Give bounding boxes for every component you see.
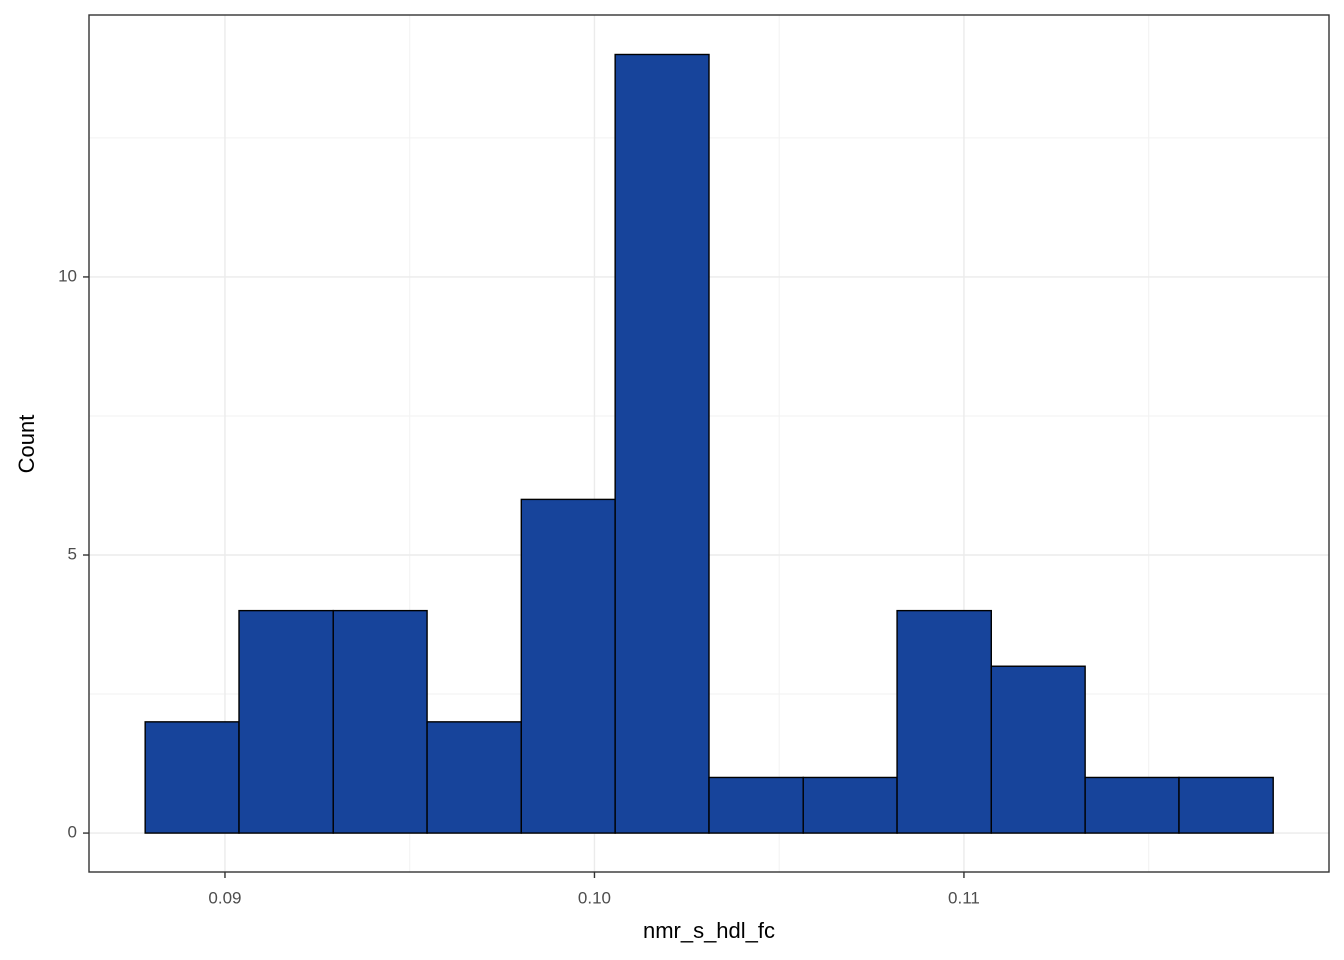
bar [426, 721, 523, 834]
bar [896, 609, 992, 834]
bar [520, 498, 616, 834]
y-axis-label: Count [14, 415, 39, 474]
bar [1178, 776, 1274, 834]
panel-border [88, 14, 1330, 873]
bar [990, 665, 1086, 834]
x-tick-label: 0.09 [208, 888, 241, 907]
bar [332, 609, 428, 834]
bar [238, 609, 334, 834]
y-tick-label: 10 [58, 266, 77, 285]
bar [144, 721, 240, 834]
bar [614, 53, 710, 834]
x-tick-label: 0.10 [578, 888, 611, 907]
y-tick-label: 0 [68, 823, 77, 842]
bar [802, 776, 898, 834]
x-tick-label: 0.11 [948, 888, 980, 907]
bar [708, 776, 804, 834]
x-axis-label: nmr_s_hdl_fc [643, 918, 775, 943]
bar [1084, 776, 1180, 834]
y-tick-label: 5 [68, 544, 77, 563]
